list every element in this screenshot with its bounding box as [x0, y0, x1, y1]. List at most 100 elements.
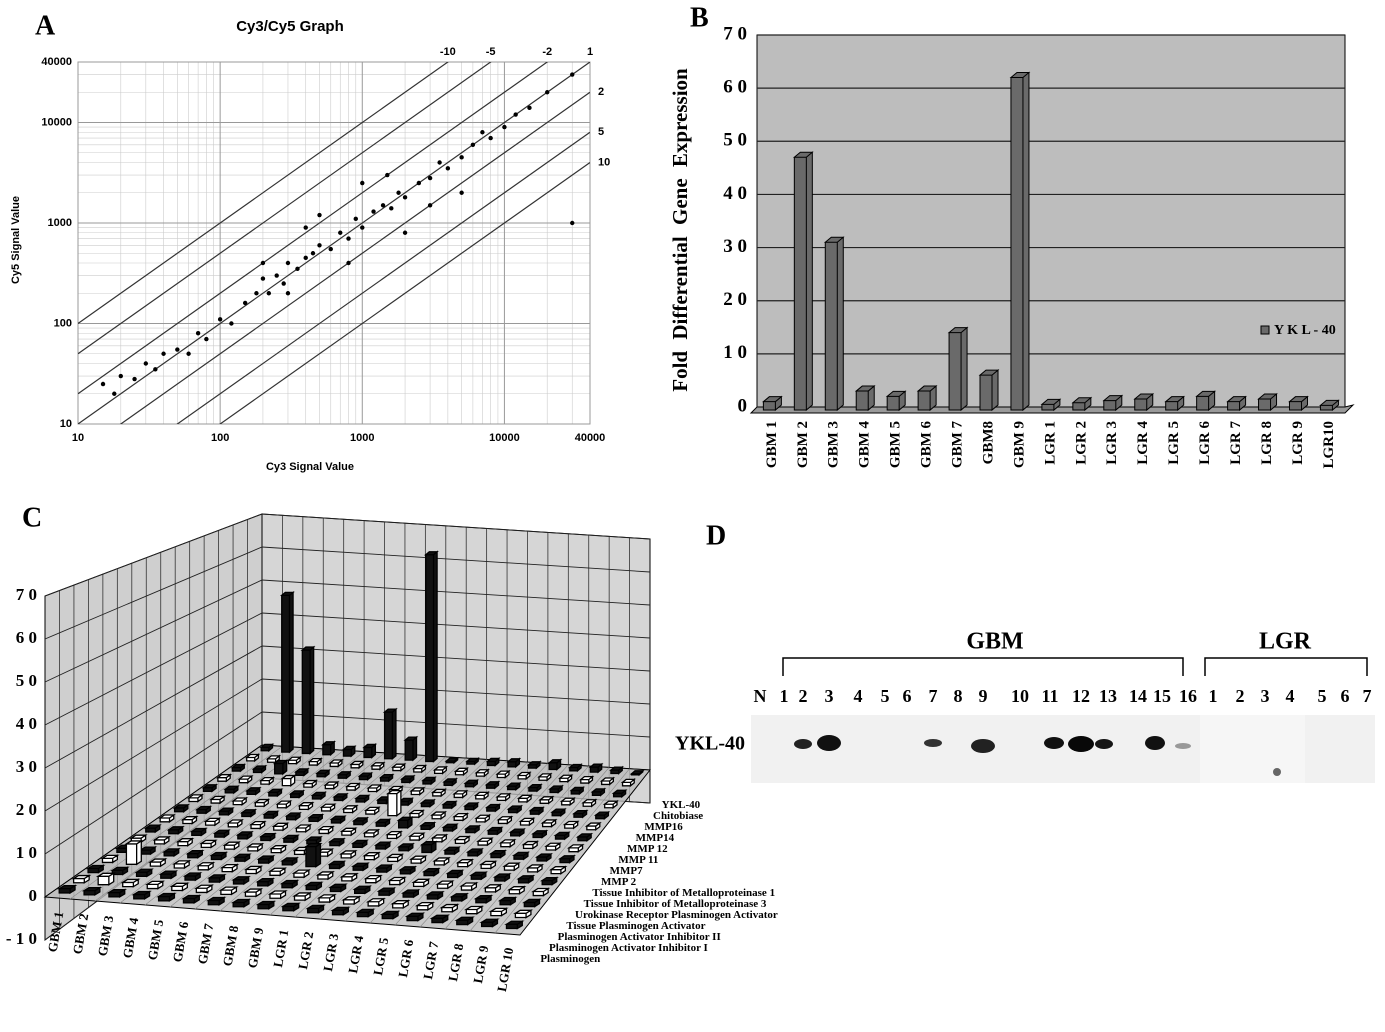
band [1175, 743, 1191, 749]
bar [217, 806, 235, 817]
bar [391, 762, 407, 772]
bar [463, 824, 482, 834]
series-label: Tissue Plasminogen Activator [566, 920, 705, 932]
point [295, 266, 300, 272]
bar [385, 789, 403, 817]
bar [81, 886, 103, 897]
point [445, 166, 451, 171]
y-tick-label: 7 0 [723, 23, 747, 44]
bar [1257, 392, 1278, 412]
bar [245, 842, 265, 853]
floor-line [119, 748, 324, 904]
bar [547, 758, 563, 771]
band [1273, 768, 1281, 776]
bar [442, 777, 458, 787]
bar [611, 788, 628, 799]
bar [351, 816, 370, 826]
bar [414, 901, 436, 911]
point [260, 276, 266, 281]
x-tick-label: GBM 9 [245, 926, 267, 969]
lane-label: 13 [1099, 686, 1117, 706]
bar [355, 908, 376, 918]
bar [180, 815, 199, 825]
bar [506, 757, 522, 769]
fold-line [78, 62, 492, 355]
bar [373, 840, 392, 851]
point [281, 281, 286, 286]
band [1068, 736, 1094, 752]
y-tick-label: 5 0 [16, 671, 37, 690]
panel-letter: A [35, 10, 56, 41]
fold-label: -5 [486, 46, 496, 58]
point [570, 220, 575, 226]
y-tick-label: 5 0 [723, 130, 747, 151]
bar [248, 820, 267, 830]
legend-swatch [1260, 325, 1270, 335]
bar [411, 764, 428, 774]
point [118, 373, 123, 379]
x-tick-label: LGR 7 [420, 940, 441, 980]
bar [453, 835, 472, 845]
bar [474, 813, 492, 824]
x-tick-label: 10000 [489, 432, 520, 444]
bar [370, 761, 386, 771]
x-tick-label: GBM 5 [888, 421, 904, 468]
point [402, 230, 408, 235]
blot: GBM LGR YKL-40 [675, 629, 1375, 783]
bar [212, 828, 231, 839]
bar [854, 384, 876, 412]
bar [341, 745, 357, 758]
bar [526, 760, 542, 770]
lane-label: 6 [1341, 686, 1350, 706]
bar [432, 856, 451, 867]
point [175, 347, 180, 352]
bar [301, 779, 319, 789]
x-tick-label: LGR 5 [370, 936, 391, 976]
x-tick-label: LGR 6 [1197, 421, 1213, 465]
bar [201, 783, 219, 793]
bar [237, 774, 254, 785]
x-tick-label: GBM 1 [764, 421, 780, 468]
bar [209, 795, 227, 805]
bar [578, 775, 595, 785]
bar [300, 645, 316, 755]
bar [374, 863, 394, 874]
bar [272, 759, 289, 776]
bar [629, 769, 645, 777]
y-tick-label: 7 0 [16, 585, 37, 604]
lane-label: 9 [979, 686, 988, 706]
bar [558, 773, 574, 784]
x-tick-label: GBM 6 [919, 421, 935, 469]
bar [307, 757, 323, 767]
bar [330, 906, 351, 916]
bar [327, 860, 347, 870]
bar [376, 886, 397, 897]
bar [365, 897, 386, 908]
bar [537, 772, 553, 782]
bar [525, 863, 545, 874]
bar [387, 876, 407, 886]
x-tick-label: LGR 4 [345, 934, 366, 974]
bar [1040, 398, 1062, 412]
bar [486, 826, 504, 836]
bar [538, 795, 555, 805]
series-label: Tissue Inhibitor of Metalloproteinase 1 [592, 887, 775, 899]
series-label: MMP 12 [627, 843, 668, 855]
lane-label: 11 [1041, 686, 1058, 706]
bar [305, 904, 326, 914]
bar [396, 842, 415, 852]
bar [189, 827, 208, 837]
panel-letter: D [706, 520, 726, 551]
point [254, 291, 259, 296]
y-tick-label: 40000 [41, 56, 72, 68]
bar [398, 865, 418, 876]
fold-label: -2 [542, 46, 552, 58]
bar [354, 794, 371, 804]
bar [243, 865, 264, 875]
fold-line [119, 91, 590, 424]
bar [230, 898, 252, 908]
bar [550, 807, 567, 818]
bar [444, 756, 460, 765]
x-tick-label: LGR 9 [470, 944, 491, 984]
y-tick-label: 100 [54, 317, 72, 329]
